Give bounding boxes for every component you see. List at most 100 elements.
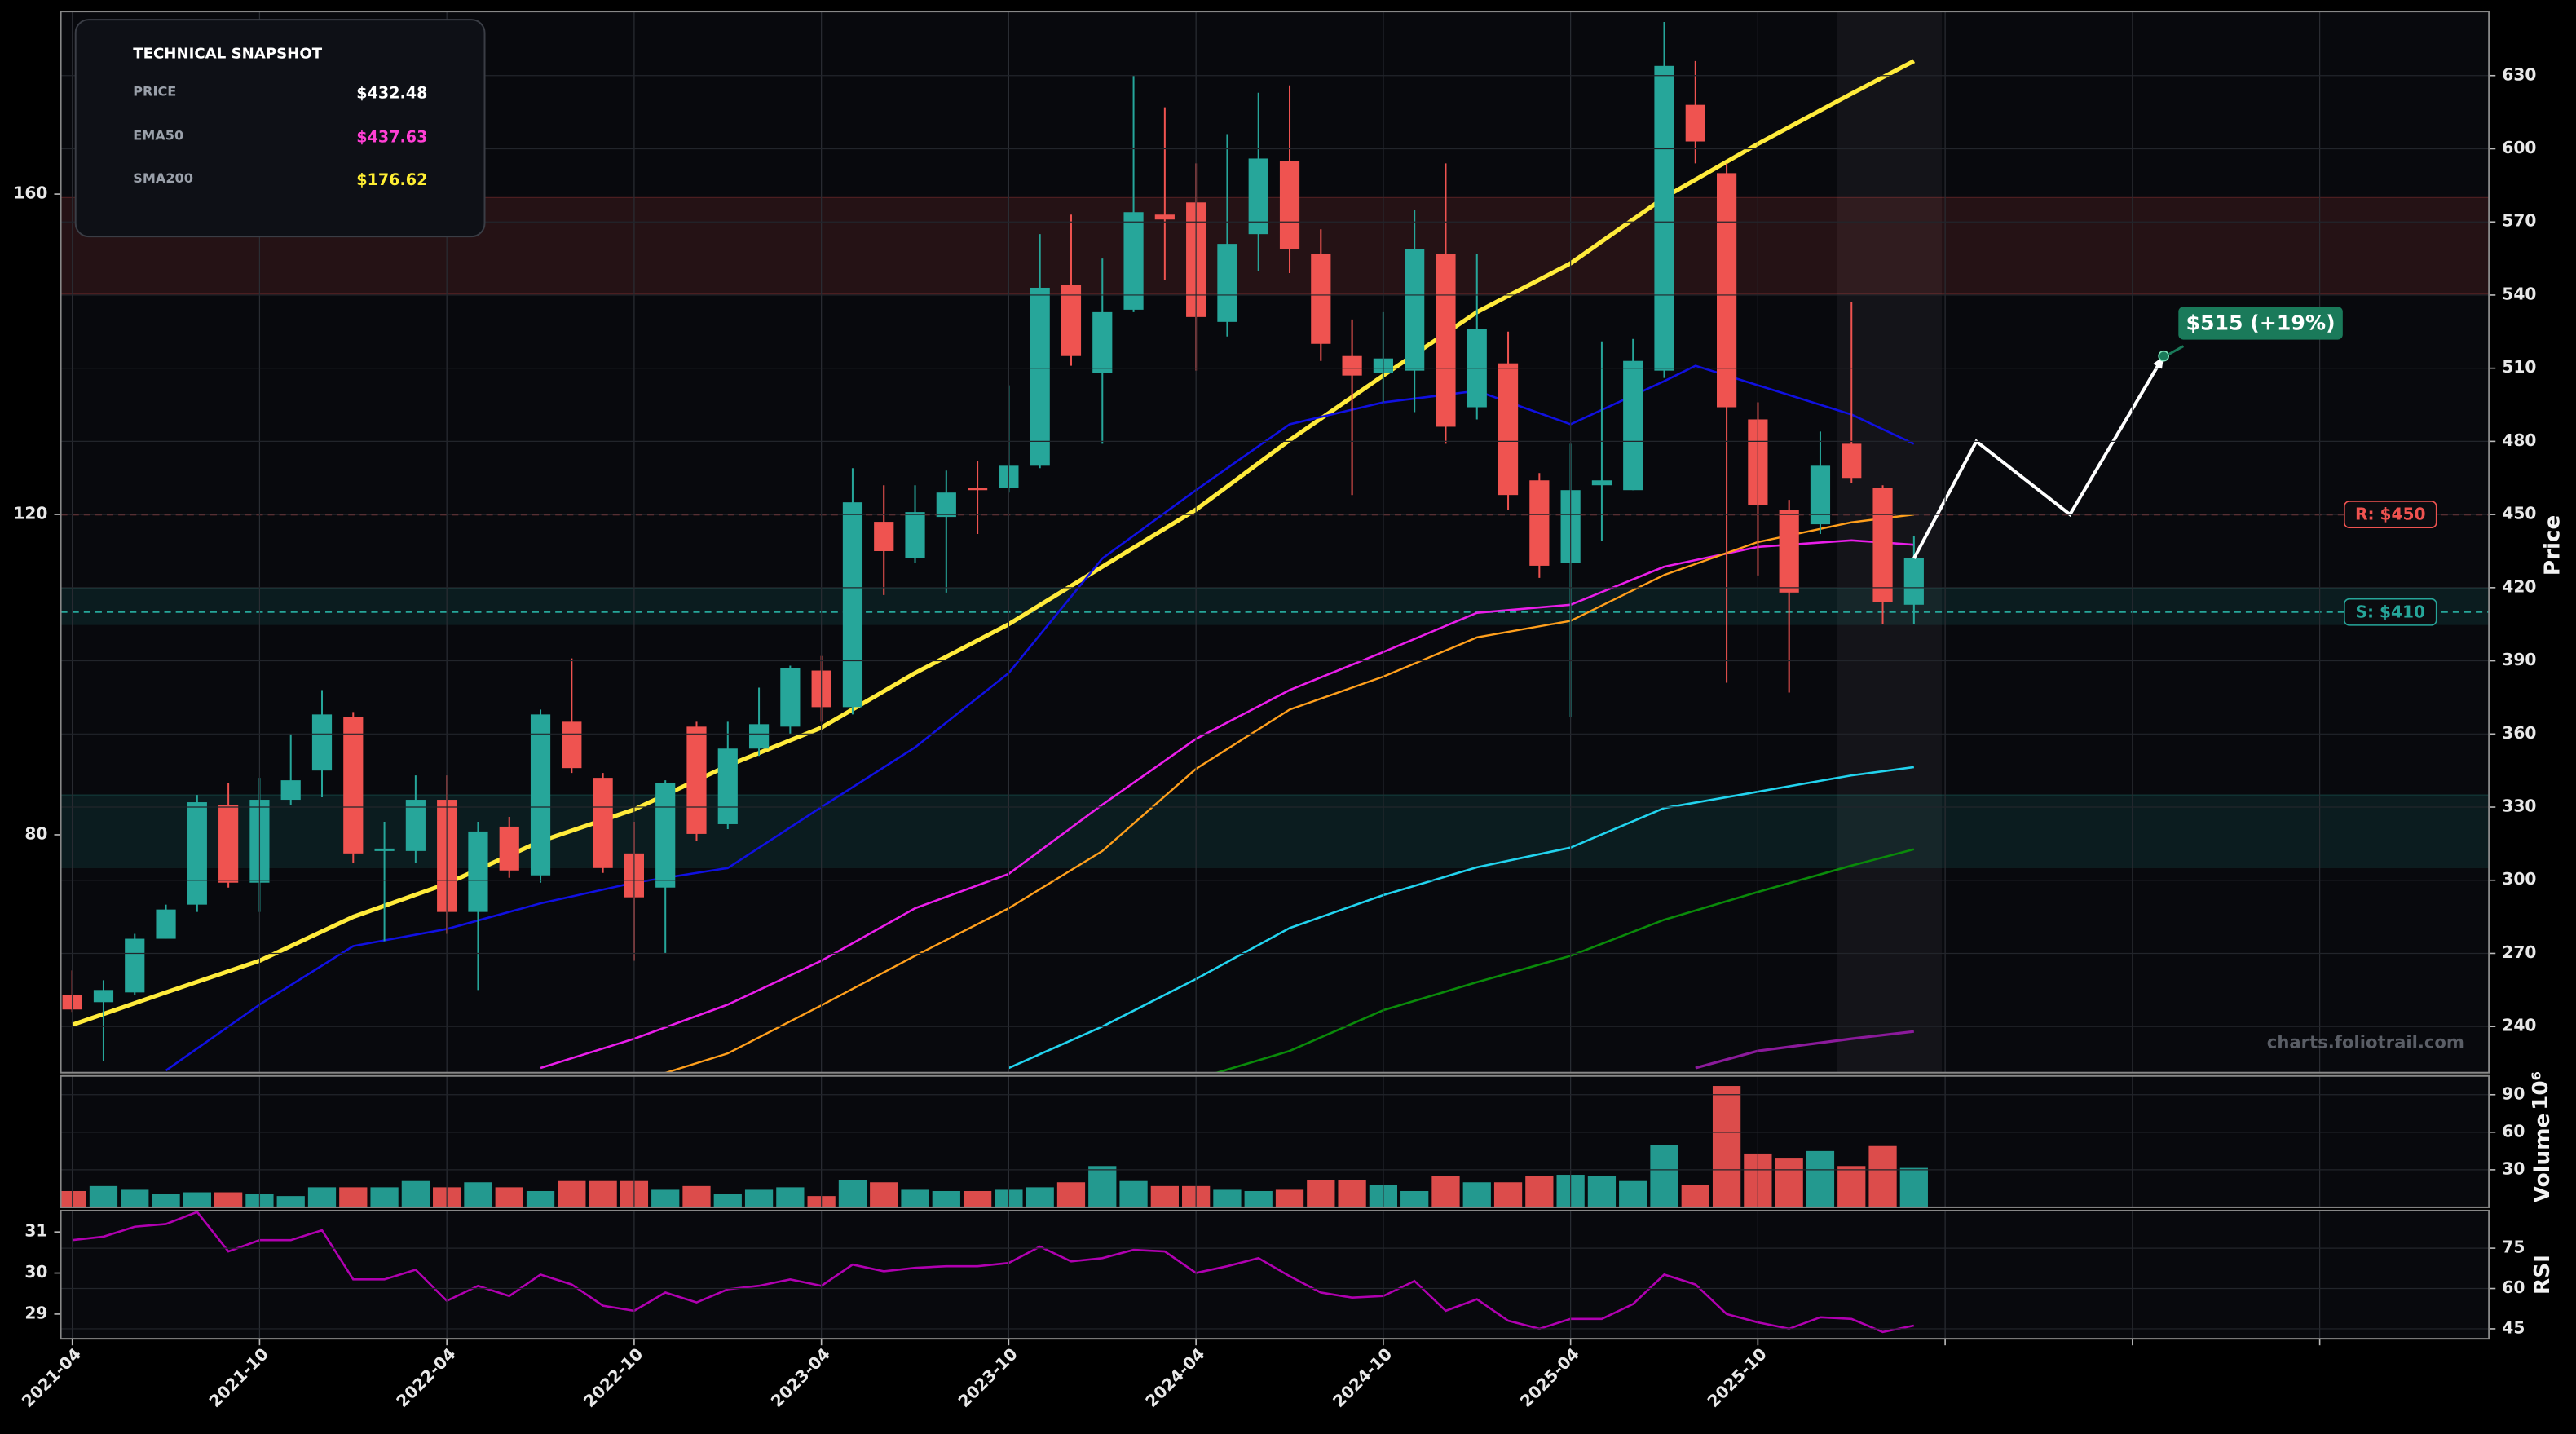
y-tick-label: 160: [13, 183, 47, 203]
candle-body: [125, 938, 145, 993]
projection-connector: [2168, 345, 2185, 356]
candle-body: [1061, 285, 1082, 356]
candle-body: [874, 522, 894, 551]
volume-bar: [1244, 1190, 1273, 1207]
volume-bar: [1307, 1180, 1335, 1207]
candle-body: [748, 724, 770, 749]
volume-bar: [339, 1187, 368, 1207]
candle-body: [1436, 254, 1456, 427]
candle-body: [1779, 510, 1799, 593]
y-tick-label: 30: [2502, 1158, 2525, 1178]
y-tick-label: 450: [2502, 504, 2536, 523]
volume-bar: [1150, 1185, 1179, 1207]
volume-bar: [401, 1180, 430, 1207]
volume-plot: [60, 1086, 1928, 1207]
candle-body: [1654, 65, 1674, 371]
volume-bar: [152, 1194, 180, 1207]
candle-body: [593, 778, 613, 868]
y-tick-label: 570: [2502, 211, 2536, 231]
volume-bar: [713, 1194, 742, 1207]
volume-bar: [370, 1187, 399, 1207]
candle-body: [1685, 104, 1705, 142]
candle-body: [1716, 173, 1737, 408]
level-label-box: [2344, 598, 2437, 626]
level-label-box: [2344, 501, 2437, 529]
volume-bar: [1837, 1166, 1866, 1207]
rsi-panel: [60, 1210, 2490, 1339]
candle-body: [1623, 360, 1643, 491]
snapshot-box: TECHNICAL SNAPSHOT PRICE $432.48 EMA50 $…: [74, 19, 486, 238]
y-tick-label: 75: [2502, 1238, 2525, 1257]
projection-label: $515 (+19%): [2186, 311, 2335, 334]
volume-bar: [1868, 1145, 1897, 1207]
watermark: charts.foliotrail.com: [2267, 1031, 2464, 1052]
candle-body: [93, 990, 114, 1003]
volume-bar: [682, 1185, 711, 1207]
volume-bar: [1431, 1176, 1460, 1207]
candle-body: [374, 848, 395, 851]
candle-body: [343, 717, 364, 854]
candle-body: [842, 502, 863, 708]
volume-bar: [838, 1180, 867, 1207]
volume-bar: [464, 1182, 492, 1207]
y-tick-label: 540: [2502, 284, 2536, 303]
volume-bar: [1026, 1187, 1054, 1207]
volume-bar: [932, 1190, 960, 1207]
volume-bar: [89, 1185, 118, 1207]
volume-bar: [1587, 1176, 1617, 1207]
candle-body: [1248, 158, 1268, 235]
candle-body: [1154, 214, 1175, 220]
volume-bar: [526, 1190, 555, 1207]
volume-bar: [1619, 1180, 1647, 1207]
candle-body: [1279, 161, 1300, 249]
snapshot-label: SMA200: [133, 170, 193, 186]
y-tick-label: 29: [24, 1303, 47, 1322]
price-frame: [60, 11, 2490, 1074]
volume-bar: [276, 1196, 305, 1207]
moving-average-line: [1008, 766, 1915, 1070]
rsi-frame: [60, 1209, 2490, 1340]
candle-body: [1872, 488, 1893, 602]
candle-body: [936, 492, 956, 518]
candle-body: [1903, 558, 1924, 605]
volume-bar: [963, 1190, 992, 1207]
y-tick-label: 60: [2502, 1121, 2525, 1141]
volume-bar: [1775, 1158, 1803, 1207]
volume-bar: [1275, 1189, 1304, 1207]
volume-bar: [1213, 1189, 1242, 1207]
volume-bar: [870, 1182, 898, 1207]
y-tick-label: 45: [2502, 1317, 2525, 1337]
volume-bar: [1493, 1182, 1523, 1207]
volume-bar: [901, 1189, 929, 1207]
candle-body: [280, 780, 301, 801]
snapshot-value: $437.63: [356, 128, 427, 147]
volume-bar: [183, 1192, 211, 1207]
candle-body: [562, 721, 582, 769]
candle-body: [187, 802, 207, 905]
snapshot-value: $432.48: [356, 83, 427, 102]
candle-body: [1591, 480, 1612, 486]
y-axis-label: Price: [2540, 515, 2565, 576]
candle-body: [968, 488, 988, 491]
y-tick-label: 510: [2502, 357, 2536, 377]
level-label: S: $410: [2355, 602, 2425, 621]
volume-bar: [1525, 1176, 1554, 1207]
y-tick-label: 300: [2502, 869, 2536, 889]
rsi-line: [72, 1211, 1915, 1334]
volume-bar: [214, 1192, 243, 1207]
y-tick-label: 600: [2502, 138, 2536, 157]
y-tick-label: 31: [24, 1221, 47, 1241]
volume-bar: [495, 1187, 523, 1207]
candle-body: [1405, 249, 1425, 371]
volume-bar: [1088, 1166, 1117, 1207]
y-axis-label: RSI: [2530, 1255, 2555, 1295]
candle-body: [156, 909, 176, 939]
volume-bar: [776, 1187, 805, 1207]
level-label: R: $450: [2355, 505, 2426, 524]
volume-frame: [60, 1074, 2490, 1208]
volume-bar: [60, 1190, 86, 1207]
rsi-plot: [72, 1211, 1915, 1334]
candle-body: [905, 512, 925, 558]
y-tick-label: 80: [24, 823, 47, 843]
